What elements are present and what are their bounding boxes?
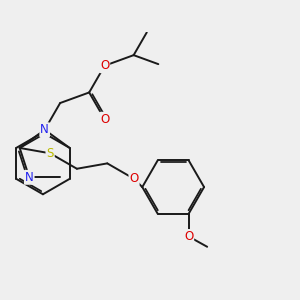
Text: O: O bbox=[100, 59, 109, 72]
Text: N: N bbox=[25, 171, 34, 184]
Text: O: O bbox=[129, 172, 139, 185]
Text: N: N bbox=[40, 123, 49, 136]
Text: O: O bbox=[100, 113, 109, 126]
Text: O: O bbox=[184, 230, 193, 243]
Text: S: S bbox=[46, 147, 54, 160]
